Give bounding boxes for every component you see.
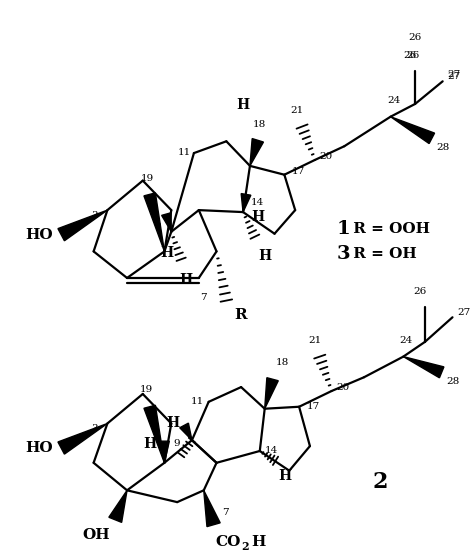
Text: 9: 9 bbox=[155, 222, 162, 232]
Text: 27: 27 bbox=[447, 72, 461, 81]
Text: 3: 3 bbox=[91, 424, 98, 433]
Text: 2: 2 bbox=[241, 541, 249, 552]
Polygon shape bbox=[58, 210, 108, 241]
Polygon shape bbox=[109, 490, 127, 522]
Text: 26: 26 bbox=[407, 50, 420, 60]
Text: 19: 19 bbox=[141, 173, 155, 183]
Text: H: H bbox=[144, 437, 156, 451]
Text: 18: 18 bbox=[253, 120, 266, 129]
Text: 27: 27 bbox=[447, 70, 461, 79]
Text: 19: 19 bbox=[140, 385, 154, 394]
Text: H: H bbox=[237, 98, 250, 112]
Polygon shape bbox=[162, 213, 171, 232]
Text: 24: 24 bbox=[400, 336, 413, 345]
Text: 7: 7 bbox=[222, 508, 228, 517]
Polygon shape bbox=[264, 378, 278, 409]
Text: 3: 3 bbox=[337, 245, 350, 263]
Text: 20: 20 bbox=[320, 152, 333, 161]
Text: H: H bbox=[251, 535, 265, 548]
Text: 21: 21 bbox=[291, 106, 304, 115]
Polygon shape bbox=[159, 441, 169, 463]
Text: H: H bbox=[278, 469, 292, 483]
Text: H̄: H̄ bbox=[180, 273, 192, 287]
Text: 3: 3 bbox=[91, 211, 98, 219]
Text: 11: 11 bbox=[191, 397, 204, 406]
Polygon shape bbox=[58, 423, 108, 454]
Polygon shape bbox=[403, 357, 444, 378]
Text: 26: 26 bbox=[409, 33, 422, 42]
Text: 17: 17 bbox=[307, 402, 320, 411]
Text: 18: 18 bbox=[275, 358, 289, 367]
Text: 14: 14 bbox=[251, 198, 264, 207]
Text: R: R bbox=[234, 309, 247, 322]
Text: 14: 14 bbox=[264, 446, 278, 455]
Polygon shape bbox=[144, 406, 164, 463]
Text: 20: 20 bbox=[337, 383, 350, 392]
Text: H̄: H̄ bbox=[258, 249, 271, 264]
Text: HO: HO bbox=[26, 441, 53, 455]
Polygon shape bbox=[204, 490, 220, 527]
Text: 17: 17 bbox=[292, 167, 305, 176]
Text: OH: OH bbox=[82, 528, 110, 542]
Polygon shape bbox=[250, 138, 264, 166]
Text: 9: 9 bbox=[173, 439, 180, 448]
Text: 26: 26 bbox=[413, 286, 427, 296]
Text: H: H bbox=[160, 247, 173, 260]
Polygon shape bbox=[180, 423, 192, 440]
Text: 11: 11 bbox=[178, 148, 191, 157]
Text: 27: 27 bbox=[457, 308, 471, 317]
Text: R = OH: R = OH bbox=[348, 247, 417, 261]
Text: 24: 24 bbox=[387, 96, 400, 105]
Text: HO: HO bbox=[26, 228, 53, 242]
Text: 21: 21 bbox=[308, 336, 321, 345]
Polygon shape bbox=[241, 193, 251, 212]
Text: 26: 26 bbox=[403, 50, 417, 60]
Polygon shape bbox=[144, 193, 164, 252]
Text: 2: 2 bbox=[373, 471, 389, 494]
Text: R = OOH: R = OOH bbox=[348, 222, 430, 236]
Text: H: H bbox=[251, 210, 264, 224]
Text: 7: 7 bbox=[201, 293, 207, 302]
Polygon shape bbox=[391, 117, 435, 143]
Text: H: H bbox=[166, 416, 179, 429]
Text: 1: 1 bbox=[337, 220, 350, 238]
Text: CO: CO bbox=[216, 535, 241, 548]
Text: 28: 28 bbox=[437, 143, 450, 152]
Text: 28: 28 bbox=[447, 377, 460, 386]
